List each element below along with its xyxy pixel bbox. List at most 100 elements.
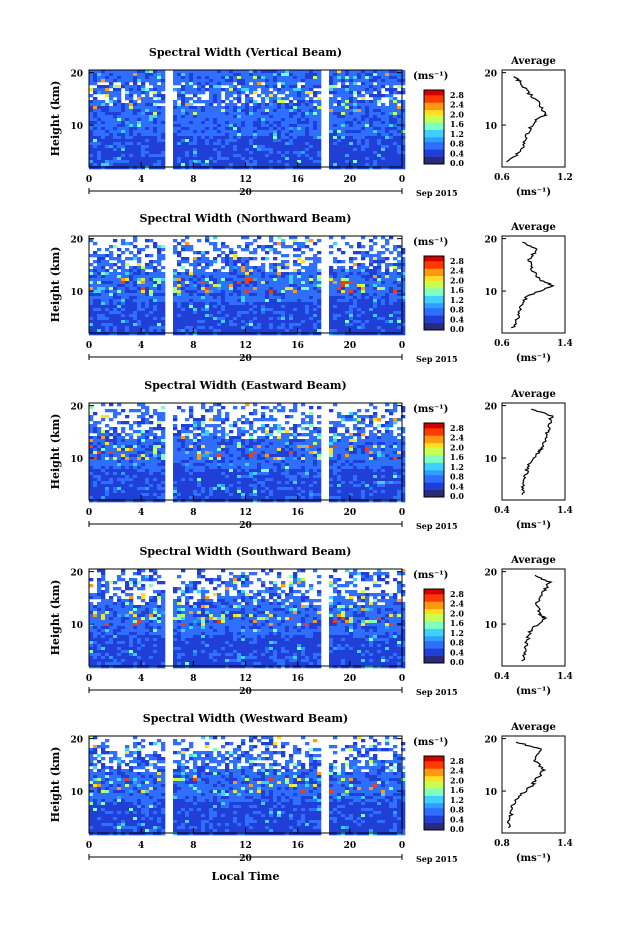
heatmap-cell bbox=[277, 436, 282, 440]
heatmap-cell bbox=[245, 136, 250, 140]
heatmap-cell bbox=[101, 329, 106, 333]
heatmap-cell bbox=[101, 127, 106, 131]
heatmap-cell bbox=[361, 127, 366, 131]
heatmap-cell bbox=[217, 79, 222, 83]
heatmap-cell bbox=[141, 127, 146, 131]
heatmap-cell bbox=[229, 323, 234, 327]
heatmap-cell bbox=[213, 332, 218, 336]
heatmap-cell bbox=[121, 323, 126, 327]
heatmap-cell bbox=[317, 145, 322, 149]
heatmap-cell bbox=[329, 166, 334, 170]
heatmap-cell bbox=[237, 287, 242, 291]
heatmap-cell bbox=[237, 418, 242, 422]
heatmap-cell bbox=[201, 73, 206, 77]
heatmap-cell bbox=[401, 76, 406, 80]
heatmap-cell bbox=[173, 127, 178, 131]
heatmap-cell bbox=[241, 320, 246, 324]
heatmap-cell bbox=[317, 118, 322, 122]
heatmap-cell bbox=[113, 70, 118, 74]
heatmap-cell bbox=[265, 124, 270, 128]
heatmap-cell bbox=[157, 130, 162, 134]
heatmap-cell bbox=[369, 239, 374, 243]
heatmap-cell bbox=[361, 121, 366, 125]
heatmap-cell bbox=[365, 163, 370, 167]
heatmap-cell bbox=[153, 287, 158, 291]
heatmap-cell bbox=[309, 109, 314, 113]
heatmap-cell bbox=[357, 70, 362, 74]
heatmap-cell bbox=[105, 70, 110, 74]
heatmap-cell bbox=[373, 415, 378, 419]
heatmap-cell bbox=[89, 442, 94, 446]
heatmap-cell bbox=[241, 323, 246, 327]
heatmap-cell bbox=[313, 290, 318, 294]
heatmap-cell bbox=[225, 278, 230, 282]
heatmap-cell bbox=[397, 427, 402, 431]
heatmap-cell bbox=[89, 320, 94, 324]
heatmap-cell bbox=[117, 299, 122, 303]
heatmap-cell bbox=[277, 145, 282, 149]
heatmap-cell bbox=[213, 424, 218, 428]
heatmap-cell bbox=[233, 76, 238, 80]
heatmap-cell bbox=[265, 308, 270, 312]
heatmap-cell bbox=[377, 127, 382, 131]
heatmap-cell bbox=[369, 91, 374, 95]
heatmap-cell bbox=[209, 166, 214, 170]
heatmap-cell bbox=[337, 412, 342, 416]
heatmap-cell bbox=[161, 88, 166, 92]
heatmap-cell bbox=[281, 148, 286, 152]
heatmap-cell bbox=[149, 163, 154, 167]
heatmap-cell bbox=[301, 308, 306, 312]
heatmap-cell bbox=[373, 427, 378, 431]
heatmap-cell bbox=[297, 154, 302, 158]
heatmap-cell bbox=[121, 293, 126, 297]
heatmap-cell bbox=[205, 239, 210, 243]
heatmap-cell bbox=[189, 103, 194, 107]
heatmap-cell bbox=[289, 332, 294, 336]
heatmap-cell bbox=[265, 139, 270, 143]
heatmap-cell bbox=[353, 278, 358, 282]
heatmap-cell bbox=[369, 305, 374, 309]
heatmap-cell bbox=[229, 436, 234, 440]
heatmap-cell bbox=[129, 278, 134, 282]
heatmap-cell bbox=[245, 314, 250, 318]
heatmap-cell bbox=[201, 290, 206, 294]
heatmap-cell bbox=[177, 103, 182, 107]
heatmap-cell bbox=[225, 94, 230, 98]
heatmap-cell bbox=[281, 287, 286, 291]
heatmap-cell bbox=[217, 290, 222, 294]
heatmap-cell bbox=[377, 73, 382, 77]
heatmap-cell bbox=[153, 166, 158, 170]
heatmap-cell bbox=[157, 281, 162, 285]
heatmap-cell bbox=[349, 160, 354, 164]
heatmap-cell bbox=[345, 323, 350, 327]
heatmap-cell bbox=[153, 100, 158, 104]
heatmap-cell bbox=[361, 284, 366, 288]
heatmap-cell bbox=[113, 239, 118, 243]
heatmap-cell bbox=[401, 257, 406, 261]
heatmap-cell bbox=[329, 427, 334, 431]
heatmap-cell bbox=[249, 281, 254, 285]
heatmap-cell bbox=[309, 424, 314, 428]
heatmap-cell bbox=[225, 254, 230, 258]
heatmap-cell bbox=[305, 127, 310, 131]
heatmap-cell bbox=[293, 427, 298, 431]
heatmap-cell bbox=[101, 290, 106, 294]
heatmap-cell bbox=[373, 320, 378, 324]
heatmap-cell bbox=[113, 305, 118, 309]
heatmap-cell bbox=[397, 109, 402, 113]
heatmap-cell bbox=[225, 311, 230, 315]
heatmap-cell bbox=[97, 430, 102, 434]
heatmap-cell bbox=[225, 145, 230, 149]
heatmap-cell bbox=[237, 160, 242, 164]
heatmap-cell bbox=[249, 287, 254, 291]
heatmap-cell bbox=[229, 145, 234, 149]
heatmap-cell bbox=[333, 278, 338, 282]
heatmap-cell bbox=[361, 151, 366, 155]
heatmap-cell bbox=[317, 290, 322, 294]
heatmap-cell bbox=[229, 251, 234, 255]
heatmap-cell bbox=[329, 76, 334, 80]
heatmap-cell bbox=[185, 323, 190, 327]
heatmap-cell bbox=[289, 88, 294, 92]
heatmap-cell bbox=[157, 151, 162, 155]
heatmap-cell bbox=[137, 433, 142, 437]
